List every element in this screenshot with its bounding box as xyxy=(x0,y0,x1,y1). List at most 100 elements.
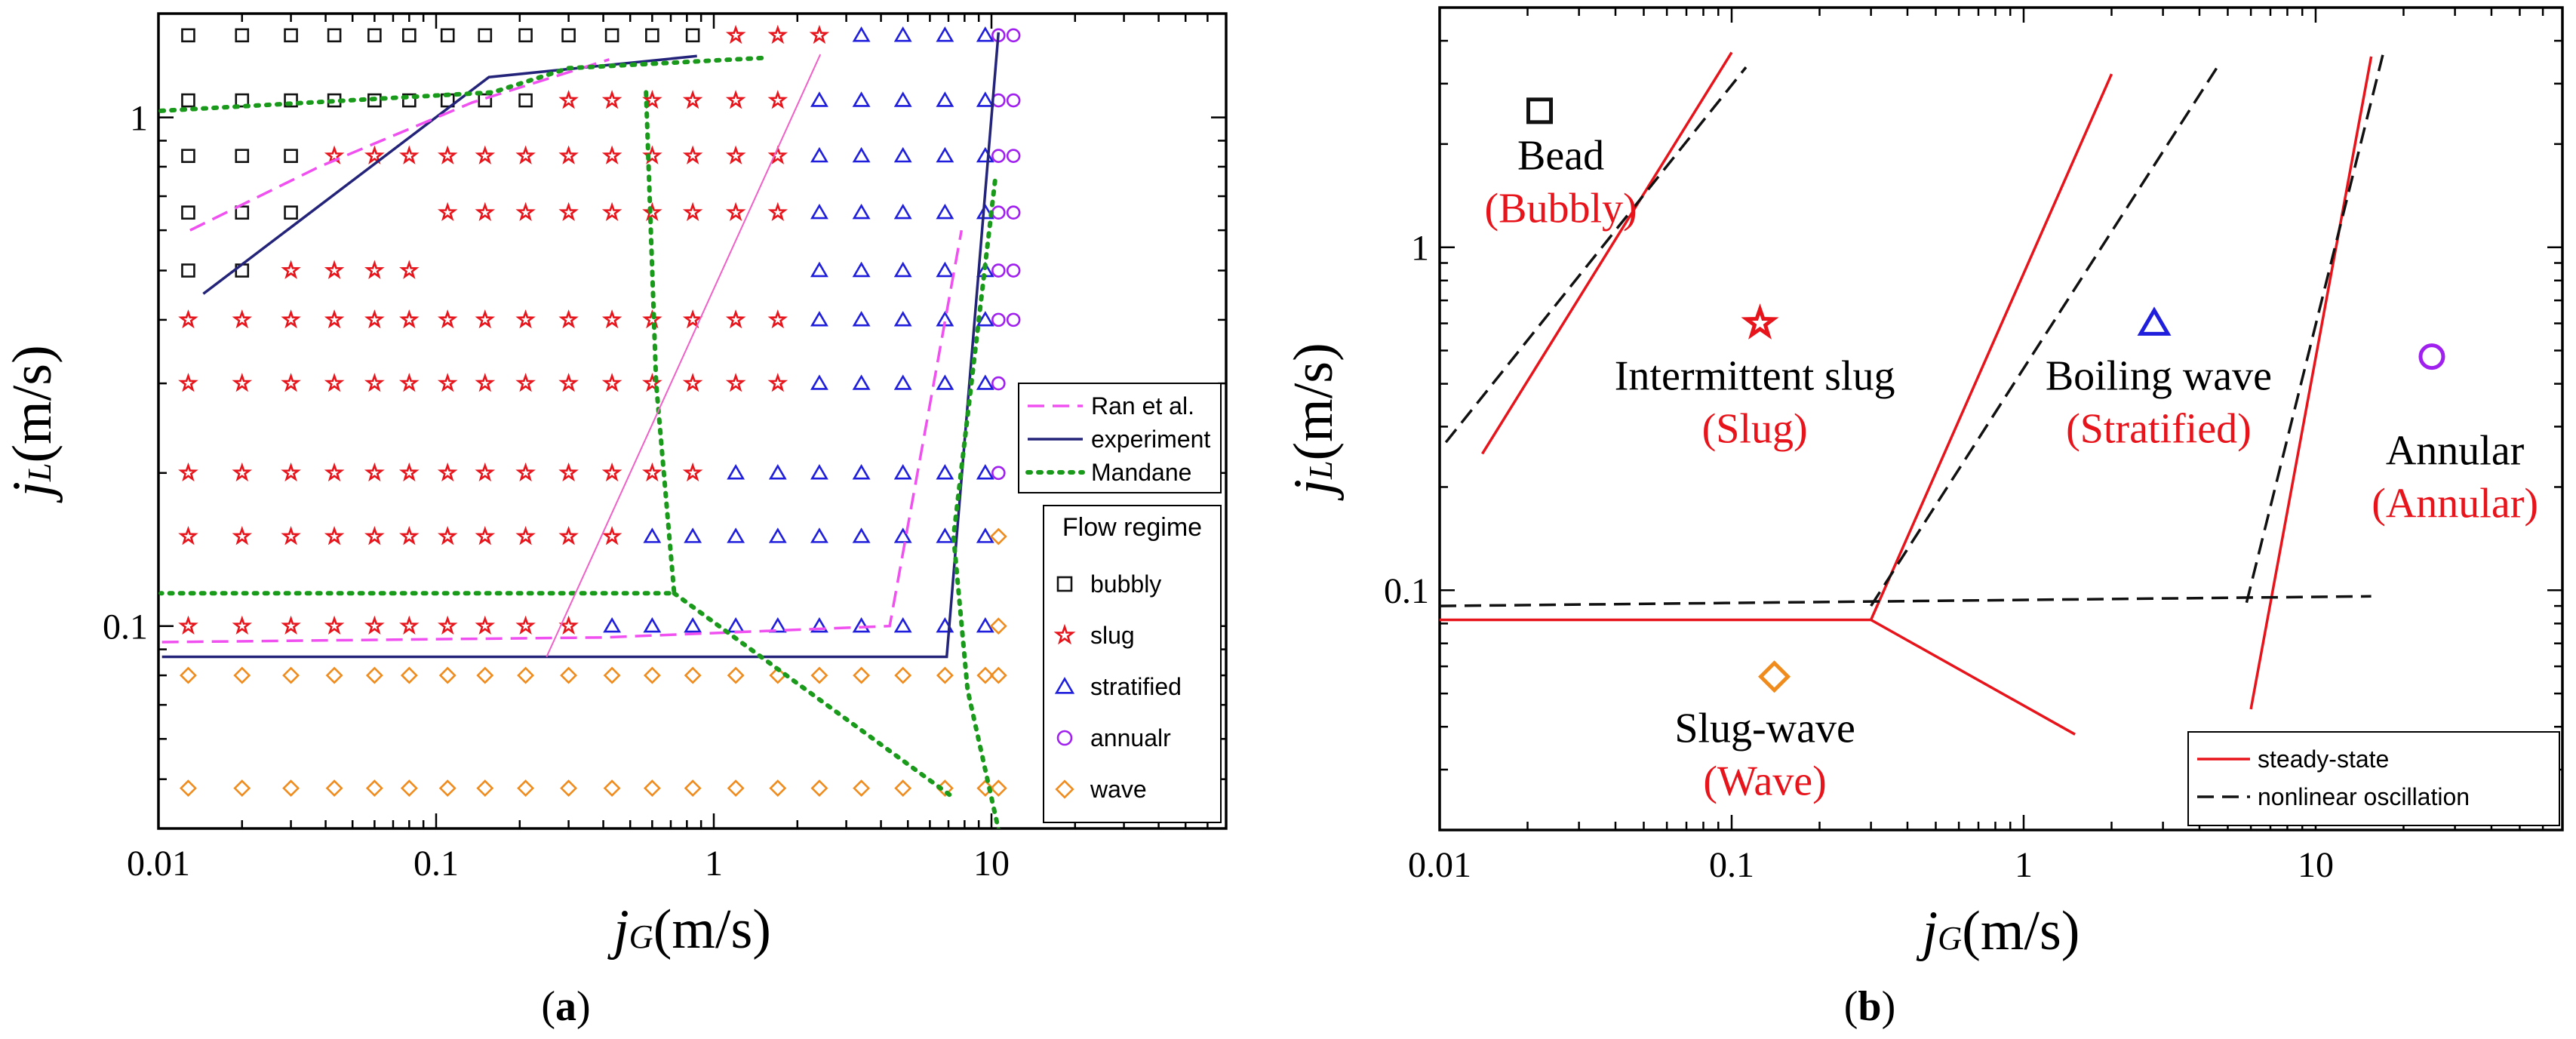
data-point-stratified xyxy=(936,146,954,163)
y-axis-label: jL(m/s) xyxy=(2,345,63,503)
data-point-slug xyxy=(515,615,536,635)
data-point-wave xyxy=(976,666,994,684)
data-point-wave xyxy=(233,666,251,684)
data-point-wave xyxy=(989,666,1007,684)
line-mandane-slant xyxy=(672,591,956,801)
data-point-wave xyxy=(476,779,494,798)
data-point-bubbly xyxy=(604,28,619,43)
data-point-stratified xyxy=(976,616,994,633)
data-point-slug xyxy=(475,462,496,482)
data-point-slug xyxy=(399,309,420,329)
x-tick-label: 0.01 xyxy=(127,844,190,884)
data-point-stratified xyxy=(936,464,954,480)
data-point-wave xyxy=(476,666,494,684)
data-point-stratified xyxy=(976,26,994,42)
y-tick-label: 0.1 xyxy=(103,607,148,647)
region-label-intermittent-slug: Intermittent slug xyxy=(1615,353,1895,400)
data-point-stratified xyxy=(936,203,954,220)
legend-marker-bubbly xyxy=(1056,576,1073,592)
data-point-wave xyxy=(936,666,954,684)
data-point-slug xyxy=(364,145,385,164)
data-point-stratified xyxy=(976,311,994,327)
data-point-stratified xyxy=(810,146,828,163)
data-point-slug xyxy=(178,462,198,482)
data-point-slug xyxy=(642,201,662,222)
data-point-wave xyxy=(769,666,787,684)
data-point-slug xyxy=(324,145,345,164)
data-point-wave xyxy=(560,666,578,684)
marker-annular xyxy=(2418,343,2445,370)
data-point-slug xyxy=(232,615,253,635)
data-point-stratified xyxy=(684,527,702,543)
data-point-slug xyxy=(601,462,622,482)
x-axis-label: jG(m/s) xyxy=(607,899,771,961)
data-point-bubbly xyxy=(181,205,195,220)
boundary-lines xyxy=(1440,51,2384,736)
plot-area xyxy=(1440,51,2445,736)
data-point-slug xyxy=(281,373,301,392)
data-point-bubbly xyxy=(235,93,250,108)
minor-ticks xyxy=(1438,6,2564,832)
data-point-wave xyxy=(853,779,871,798)
data-point-annular xyxy=(1006,263,1021,278)
data-point-slug xyxy=(475,145,496,164)
data-point-stratified xyxy=(893,26,912,42)
data-point-stratified xyxy=(852,261,871,278)
data-point-slug xyxy=(324,309,345,329)
data-point-wave xyxy=(894,779,912,798)
data-point-slug xyxy=(281,615,301,635)
data-point-stratified xyxy=(936,527,954,543)
data-point-stratified xyxy=(643,527,662,543)
data-point-wave xyxy=(769,779,787,798)
data-point-slug xyxy=(364,526,385,546)
data-point-slug xyxy=(809,24,830,45)
data-point-slug xyxy=(558,201,579,222)
x-tick-label: 1 xyxy=(705,844,723,884)
data-point-slug xyxy=(725,309,746,329)
data-point-bubbly xyxy=(367,28,382,43)
data-point-stratified xyxy=(936,91,954,107)
data-point-bubbly xyxy=(478,93,493,108)
data-points xyxy=(178,24,1021,798)
data-point-bubbly xyxy=(478,28,493,43)
data-point-stratified xyxy=(893,616,912,633)
data-point-slug xyxy=(767,90,788,109)
data-point-annular xyxy=(991,205,1006,220)
data-point-slug xyxy=(364,309,385,329)
marker-bead xyxy=(1526,97,1554,124)
data-point-wave xyxy=(727,666,745,684)
data-point-annular xyxy=(1006,205,1021,220)
data-point-stratified xyxy=(976,527,994,543)
data-point-slug xyxy=(399,145,420,164)
data-point-stratified xyxy=(936,26,954,42)
data-point-slug xyxy=(515,145,536,164)
data-point-slug xyxy=(437,201,458,222)
data-point-bubbly xyxy=(181,149,195,163)
data-point-slug xyxy=(324,373,345,392)
y-axis-label: jL(m/s) xyxy=(1283,343,1345,500)
data-point-slug xyxy=(558,90,579,109)
data-point-stratified xyxy=(893,203,912,220)
data-point-slug xyxy=(232,526,253,546)
data-point-stratified xyxy=(936,261,954,278)
legend-label-bubbly: bubbly xyxy=(1090,570,1161,598)
plot-area xyxy=(158,24,1021,828)
data-point-stratified xyxy=(852,616,871,633)
data-point-bubbly xyxy=(181,93,195,108)
x-tick-label: 0.1 xyxy=(413,844,459,884)
data-point-slug xyxy=(364,615,385,635)
data-point-wave xyxy=(517,666,535,684)
data-point-slug xyxy=(642,462,662,482)
data-point-bubbly xyxy=(367,93,382,108)
data-point-stratified xyxy=(727,464,745,480)
data-point-wave xyxy=(727,779,745,798)
data-point-slug xyxy=(475,526,496,546)
data-point-stratified xyxy=(684,616,702,633)
plot-frame xyxy=(1438,6,2564,832)
data-point-wave xyxy=(603,779,621,798)
data-point-annular xyxy=(991,312,1006,327)
data-point-slug xyxy=(178,526,198,546)
data-point-stratified xyxy=(852,311,871,327)
data-point-slug xyxy=(558,526,579,546)
line-ran-lower xyxy=(161,229,964,644)
